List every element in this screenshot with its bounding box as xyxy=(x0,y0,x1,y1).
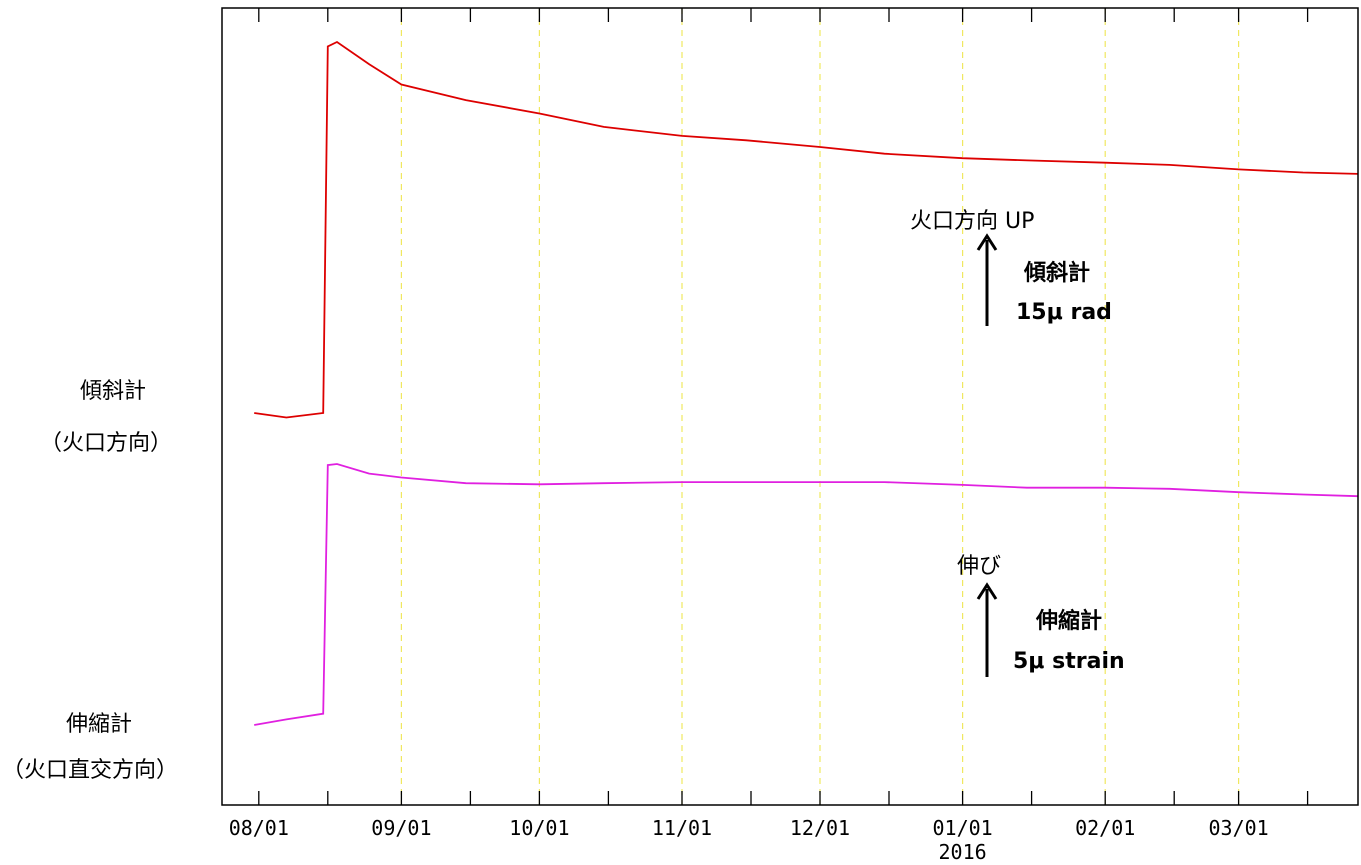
tilt-scale-value: 15μ rad xyxy=(1016,300,1112,325)
series-line-strain xyxy=(254,463,1359,726)
x-tick-label: 11/01 xyxy=(652,816,712,840)
tilt-name-label: 傾斜計 xyxy=(80,379,147,404)
grid-lines xyxy=(400,8,1240,805)
scale-arrows xyxy=(976,233,998,677)
plot-frame xyxy=(221,7,1359,806)
tilt-scale-name: 傾斜計 xyxy=(1024,261,1091,286)
strain-scale-name: 伸縮計 xyxy=(1036,609,1103,634)
axis-ticks xyxy=(258,8,1309,805)
strain-scale-value: 5μ strain xyxy=(1013,649,1125,674)
x-tick-labels: 08/01 09/01 10/01 11/01 12/01 01/01 02/01 03/01… xyxy=(229,816,1269,864)
tilt-direction-label: 火口方向 UP xyxy=(910,209,1035,234)
year-label: 2016 xyxy=(939,840,987,864)
series-lines xyxy=(254,40,1359,726)
series-line-tilt xyxy=(254,40,1359,419)
x-tick-label: 01/01 xyxy=(932,816,992,840)
strain-direction-label: 伸び xyxy=(957,554,1002,579)
strain-name-label: 伸縮計 xyxy=(66,712,133,737)
x-tick-label: 12/01 xyxy=(790,816,850,840)
x-tick-label: 03/01 xyxy=(1208,816,1268,840)
x-tick-label: 10/01 xyxy=(509,816,569,840)
scale-arrow-head xyxy=(976,233,998,251)
tilt-sub-label: （火口方向） xyxy=(40,431,173,456)
scale-arrow-head xyxy=(976,582,998,600)
x-tick-label: 02/01 xyxy=(1075,816,1135,840)
x-tick-label: 08/01 xyxy=(229,816,289,840)
x-tick-label: 09/01 xyxy=(371,816,431,840)
strain-sub-label: （火口直交方向） xyxy=(2,758,179,783)
